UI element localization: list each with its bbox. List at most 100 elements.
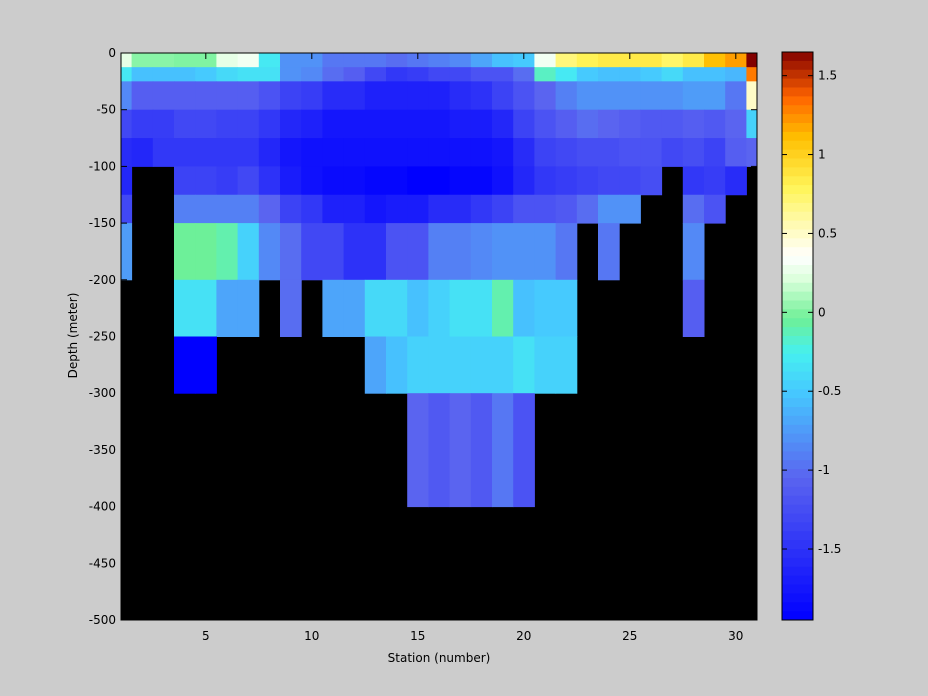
heatmap-cell bbox=[470, 194, 493, 224]
heatmap-cell bbox=[237, 109, 260, 139]
heatmap-cell bbox=[513, 393, 535, 508]
colorbar-swatch bbox=[782, 69, 813, 80]
heatmap-cell bbox=[280, 166, 302, 196]
heatmap-cell bbox=[555, 336, 578, 394]
heatmap-cell bbox=[258, 138, 281, 167]
heatmap-cell bbox=[216, 194, 239, 224]
heatmap-cell bbox=[534, 223, 557, 281]
heatmap-cell bbox=[513, 166, 535, 196]
heatmap-cell bbox=[746, 67, 758, 82]
colorbar-swatch bbox=[782, 424, 813, 435]
heatmap-cell bbox=[407, 336, 429, 394]
heatmap-cell bbox=[704, 53, 726, 68]
heatmap-cell bbox=[534, 166, 557, 196]
heatmap-cell bbox=[619, 109, 641, 139]
heatmap-cell bbox=[513, 109, 535, 139]
colorbar-swatch bbox=[782, 611, 813, 621]
heatmap-cell bbox=[449, 393, 472, 508]
heatmap-cell bbox=[640, 67, 663, 82]
colorbar-tick-label: 0 bbox=[818, 305, 826, 319]
heatmap-cell bbox=[640, 109, 663, 139]
heatmap-cell bbox=[364, 81, 387, 111]
heatmap-cell bbox=[216, 138, 239, 167]
colorbar-swatch bbox=[782, 158, 813, 168]
heatmap-cell bbox=[725, 81, 747, 111]
heatmap-cell bbox=[364, 336, 387, 394]
heatmap-cell bbox=[470, 223, 493, 281]
heatmap-cell bbox=[152, 81, 175, 111]
heatmap-cell bbox=[704, 138, 726, 167]
heatmap-cell bbox=[470, 81, 493, 111]
heatmap-cell bbox=[682, 194, 705, 224]
heatmap-cell bbox=[301, 166, 323, 196]
heatmap-cell bbox=[131, 67, 154, 82]
heatmap-cell bbox=[428, 166, 451, 196]
heatmap-cell bbox=[131, 109, 154, 139]
heatmap-cell bbox=[428, 279, 451, 337]
heatmap-cell bbox=[640, 81, 663, 111]
heatmap-cell bbox=[301, 223, 323, 281]
heatmap-cell bbox=[407, 279, 429, 337]
y-tick-label: -350 bbox=[89, 443, 116, 457]
heatmap-cell bbox=[555, 53, 578, 68]
heatmap-cell bbox=[661, 109, 684, 139]
heatmap-cell bbox=[131, 53, 154, 68]
heatmap-cell bbox=[598, 223, 620, 281]
colorbar-swatch bbox=[782, 247, 813, 257]
heatmap-cell bbox=[598, 67, 620, 82]
heatmap-cell bbox=[428, 81, 451, 111]
colorbar-swatch bbox=[782, 371, 813, 381]
heatmap-cell bbox=[280, 109, 302, 139]
heatmap-cell bbox=[301, 53, 323, 68]
heatmap-cell bbox=[576, 138, 599, 167]
colorbar-swatch bbox=[782, 202, 813, 213]
y-tick-label: -150 bbox=[89, 216, 116, 230]
heatmap-cell bbox=[598, 81, 620, 111]
heatmap-cell bbox=[619, 194, 641, 224]
heatmap-cell bbox=[216, 81, 239, 111]
colorbar-swatch bbox=[782, 353, 813, 364]
colorbar: 1.5 1 0.5 0 -0.5 -1 -1.5 bbox=[781, 51, 841, 621]
heatmap-cell bbox=[258, 67, 281, 82]
colorbar-swatch bbox=[782, 469, 813, 479]
colorbar-swatch bbox=[782, 309, 813, 319]
heatmap-cell bbox=[407, 223, 429, 281]
heatmap-cell bbox=[576, 67, 599, 82]
heatmap-cell bbox=[364, 223, 387, 281]
heatmap-cell bbox=[725, 109, 747, 139]
heatmap-cell bbox=[322, 138, 345, 167]
heatmap-cell bbox=[534, 109, 557, 139]
heatmap-cell bbox=[386, 336, 408, 394]
colorbar-tick-label: 1.5 bbox=[818, 69, 837, 83]
heatmap-cell bbox=[407, 81, 429, 111]
heatmap-cell bbox=[258, 53, 281, 68]
heatmap-cell bbox=[174, 53, 196, 68]
heatmap-cell bbox=[513, 67, 535, 82]
heatmap-cell bbox=[682, 279, 705, 337]
heatmap-cell bbox=[131, 81, 154, 111]
colorbar-swatch bbox=[782, 336, 813, 346]
heatmap-cell bbox=[704, 166, 726, 196]
heatmap-cell bbox=[386, 67, 408, 82]
colorbar-swatch bbox=[782, 78, 813, 88]
heatmap-cell bbox=[513, 194, 535, 224]
heatmap-cell bbox=[682, 223, 705, 281]
heatmap-cell bbox=[619, 53, 641, 68]
heatmap-cell bbox=[513, 53, 535, 68]
colorbar-swatch bbox=[782, 478, 813, 488]
colorbar-swatch bbox=[782, 344, 813, 355]
colorbar-swatch bbox=[782, 185, 813, 195]
heatmap-cell bbox=[619, 67, 641, 82]
heatmap-cell bbox=[470, 138, 493, 167]
heatmap-cell bbox=[121, 138, 133, 167]
heatmap-cell bbox=[216, 279, 239, 337]
heatmap-cell bbox=[407, 166, 429, 196]
heatmap-cell bbox=[174, 109, 196, 139]
colorbar-frame bbox=[781, 51, 814, 621]
heatmap-cell bbox=[428, 53, 451, 68]
heatmap-cell bbox=[555, 223, 578, 281]
colorbar-swatch bbox=[782, 513, 813, 523]
heatmap-cell bbox=[449, 138, 472, 167]
x-tick-label: 30 bbox=[728, 629, 743, 643]
